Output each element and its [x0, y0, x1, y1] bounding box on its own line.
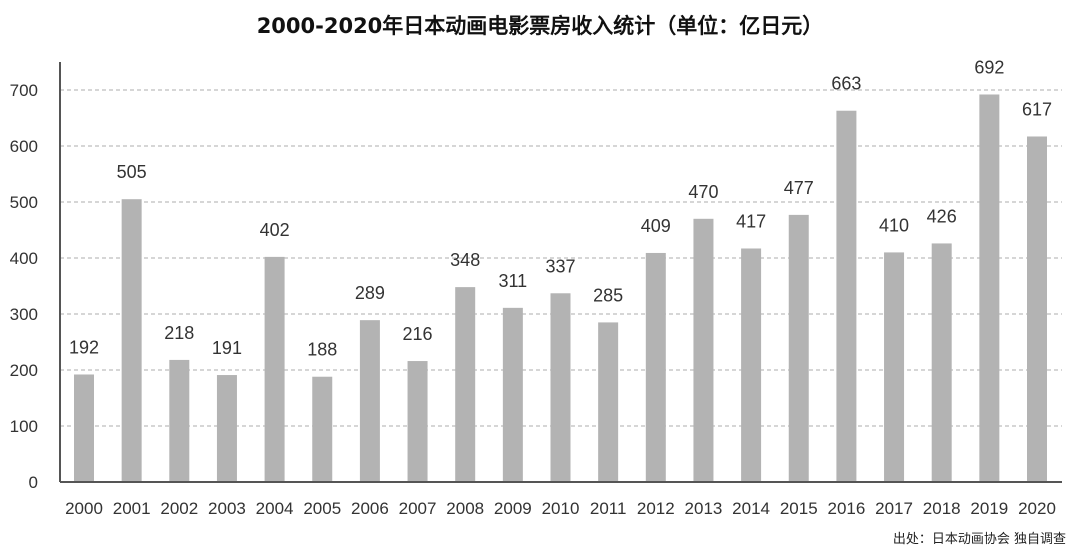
x-tick-label-2002: 2002 [160, 499, 198, 518]
chart-title: 2000-2020年日本动画电影票房收入统计（单位：亿日元） [256, 14, 824, 38]
x-tick-label-2018: 2018 [923, 499, 961, 518]
x-tick-label-2005: 2005 [303, 499, 341, 518]
bar-2002 [169, 359, 190, 482]
bar-layer [74, 94, 1047, 483]
x-tick-label-2001: 2001 [113, 499, 151, 518]
bar-2000 [74, 374, 94, 482]
bar-2020 [1027, 136, 1047, 483]
value-label-2000: 192 [69, 337, 99, 357]
value-label-2011: 285 [593, 285, 623, 305]
value-label-2008: 348 [450, 250, 480, 270]
y-tick-label: 400 [10, 249, 38, 268]
value-label-2007: 216 [403, 324, 433, 344]
value-label-2013: 470 [688, 182, 718, 202]
x-tick-label-2020: 2020 [1018, 499, 1056, 518]
value-label-2005: 188 [307, 340, 337, 360]
value-label-2010: 337 [545, 256, 575, 276]
value-label-2003: 191 [212, 338, 242, 358]
y-tick-label: 700 [10, 81, 38, 100]
x-tick-label-2000: 2000 [65, 499, 103, 518]
bar-2006 [359, 320, 380, 482]
value-label-2012: 409 [641, 216, 671, 236]
value-label-2014: 417 [736, 211, 766, 231]
x-tick-label-2006: 2006 [351, 499, 389, 518]
bar-2014 [741, 248, 762, 482]
x-tick-label-2009: 2009 [494, 499, 532, 518]
source-note: 出处：日本动画协会 独自调查 [892, 532, 1066, 547]
y-tick-label: 200 [10, 361, 38, 380]
x-tick-label-2016: 2016 [827, 499, 865, 518]
x-tick-label-2007: 2007 [399, 499, 437, 518]
bar-2001 [121, 199, 142, 482]
value-label-2009: 311 [498, 271, 527, 291]
x-tick-label-2010: 2010 [542, 499, 580, 518]
y-tick-label: 500 [10, 193, 38, 212]
value-label-2020: 617 [1022, 99, 1052, 119]
bar-2015 [788, 214, 809, 482]
y-tick-label: 100 [10, 417, 38, 436]
value-label-2018: 426 [927, 206, 957, 226]
value-label-2004: 402 [260, 220, 290, 240]
value-label-2006: 289 [355, 283, 385, 303]
bar-2005 [312, 376, 333, 482]
value-label-2001: 505 [117, 162, 147, 182]
x-tick-label-2004: 2004 [256, 499, 294, 518]
y-tick-label: 600 [10, 137, 38, 156]
bar-2009 [502, 307, 523, 482]
x-tick-label-2019: 2019 [970, 499, 1008, 518]
bar-2004 [264, 256, 285, 482]
bar-2003 [216, 375, 237, 482]
value-label-2002: 218 [164, 323, 194, 343]
bar-2012 [645, 252, 666, 482]
x-tick-label-2015: 2015 [780, 499, 818, 518]
bar-2007 [407, 361, 428, 482]
bar-2008 [455, 287, 476, 482]
x-tick-label-2013: 2013 [685, 499, 723, 518]
value-label-2016: 663 [831, 74, 861, 94]
x-tick-label-2014: 2014 [732, 499, 770, 518]
bar-2018 [931, 243, 952, 482]
bar-2016 [836, 110, 857, 482]
value-label-2015: 477 [784, 178, 814, 198]
x-tick-label-2012: 2012 [637, 499, 675, 518]
x-tick-label-2008: 2008 [446, 499, 484, 518]
label-layer: 192 505 218 191 402 188 289 216 348 311 337 285 409 4… [69, 57, 1052, 359]
bar-2010 [550, 293, 571, 482]
y-tick-label: 0 [29, 473, 38, 492]
x-tick-label-2017: 2017 [875, 499, 913, 518]
y-tick-label: 300 [10, 305, 38, 324]
x-tick-label-2011: 2011 [590, 499, 627, 518]
value-label-2017: 410 [879, 215, 909, 235]
bar-2017 [884, 252, 905, 482]
value-label-2019: 692 [974, 57, 1004, 77]
bar-2013 [693, 218, 714, 483]
axis-layer: 0 100 200 300 400 500 600 700 2000 2001 2002 2003 20… [10, 62, 1062, 518]
bar-2019 [979, 94, 1000, 482]
x-tick-label-2003: 2003 [208, 499, 246, 518]
bar-2011 [598, 322, 619, 482]
